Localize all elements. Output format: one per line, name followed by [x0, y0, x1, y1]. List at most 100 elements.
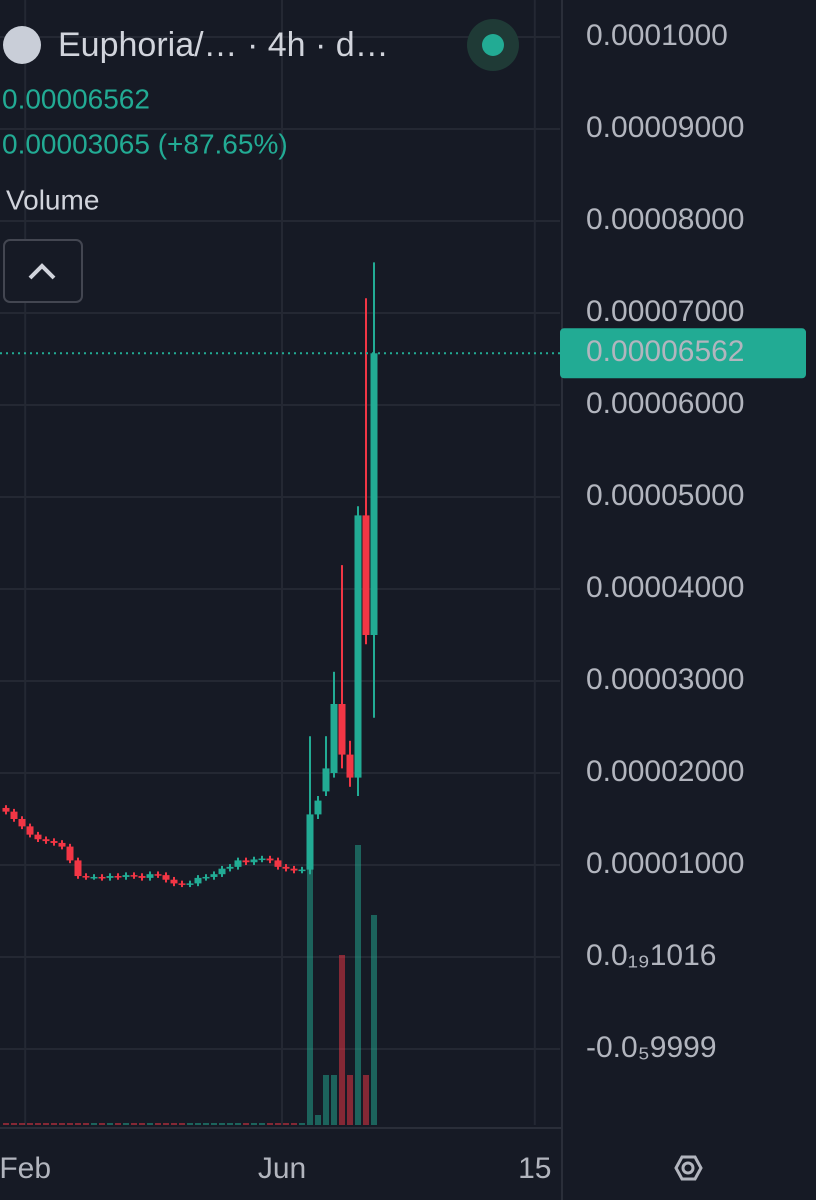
candle-body [242, 860, 250, 863]
candle-body [250, 859, 258, 863]
settings-button[interactable] [674, 1155, 703, 1181]
candle-body [170, 879, 178, 884]
volume-bar [187, 1123, 193, 1125]
volume-bar [139, 1123, 145, 1125]
y-tick-label: 0.00007000 [586, 295, 745, 328]
candle-body [154, 874, 162, 876]
x-tick-label: Jun [258, 1152, 306, 1185]
candle-body [90, 876, 98, 879]
candle-body [210, 874, 218, 877]
candle-body [194, 877, 202, 884]
volume-bar [19, 1123, 25, 1125]
volume-bar [3, 1123, 9, 1125]
volume-bar [43, 1123, 49, 1125]
candle-body [234, 860, 242, 867]
volume-bar [299, 1123, 305, 1125]
volume-bar [355, 845, 361, 1125]
symbol-title[interactable]: Euphoria/… · 4h · d… [58, 26, 389, 64]
candle-body [354, 515, 362, 778]
candle-body [346, 754, 354, 778]
y-tick-label: 0.00004000 [586, 571, 745, 604]
y-tick-label: 0.0001000 [586, 19, 728, 52]
volume-bar [11, 1123, 17, 1125]
volume-bar [115, 1123, 121, 1125]
volume-bar [131, 1123, 137, 1125]
volume-bar [283, 1123, 289, 1125]
volume-bar [203, 1123, 209, 1125]
candle-body [114, 876, 122, 878]
x-tick-label: Feb [0, 1152, 51, 1185]
candle-body [138, 876, 146, 878]
volume-bar [259, 1123, 265, 1125]
plot [0, 262, 560, 1125]
candle-body [106, 876, 114, 878]
candle-body [274, 860, 282, 867]
candle-body [218, 868, 226, 875]
volume-bar [27, 1123, 33, 1125]
volume-bar [91, 1123, 97, 1125]
volume-bar [243, 1123, 249, 1125]
symbol-avatar [3, 26, 41, 64]
candle-body [266, 858, 274, 861]
candle-body [338, 703, 346, 755]
volume-bar [123, 1123, 129, 1125]
y-tick-label: 0.00005000 [586, 479, 745, 512]
candle-body [50, 841, 58, 843]
price-text: 0.00006562 [2, 83, 150, 114]
volume-bar [275, 1123, 281, 1125]
volume-bar [171, 1123, 177, 1125]
last-price-box [560, 328, 806, 379]
candle-body [42, 839, 50, 842]
candle-body [298, 869, 306, 872]
candle-body [314, 800, 322, 815]
volume-bar [363, 1075, 369, 1125]
volume-bar [315, 1115, 321, 1125]
candle-body [226, 866, 234, 869]
volume-bar [99, 1123, 105, 1125]
chevron-icon [28, 263, 56, 280]
volume-bar [35, 1123, 41, 1125]
volume-bar [227, 1123, 233, 1125]
candle-body [34, 834, 42, 840]
volume-bar [107, 1123, 113, 1125]
status-dot [482, 34, 504, 56]
volume-bar [291, 1123, 297, 1125]
candle-body [2, 807, 10, 812]
volume-bar [155, 1123, 161, 1125]
volume-bar [307, 845, 313, 1125]
candle-body [282, 866, 290, 869]
volume-bar [59, 1123, 65, 1125]
candle-body [258, 858, 266, 861]
last-price-label: 0.00006562 [586, 335, 745, 368]
x-tick-label: 15 [518, 1152, 551, 1185]
volume-bar [371, 915, 377, 1125]
candle-body [162, 875, 170, 880]
candle-body [290, 868, 298, 871]
volume-bar [179, 1123, 185, 1125]
volume-bar [211, 1123, 217, 1125]
candle-body [322, 768, 330, 792]
y-tick-label: 0.00001000 [586, 847, 745, 880]
candle-body [10, 811, 18, 820]
candle-body [330, 703, 338, 774]
volume-bar [67, 1123, 73, 1125]
volume-bar [219, 1123, 225, 1125]
candle-body [202, 876, 210, 879]
volume-bar [331, 1075, 337, 1125]
candle-body [26, 826, 34, 835]
volume-label: Volume [6, 184, 99, 215]
candle-body [66, 846, 74, 861]
volume-bar [75, 1123, 81, 1125]
volume-bar [267, 1123, 273, 1125]
candle-body [98, 876, 106, 879]
volume-bar [339, 955, 345, 1125]
y-tick-label: 0.00003000 [586, 663, 745, 696]
collapse-button[interactable] [3, 239, 83, 303]
volume-bar [251, 1123, 257, 1125]
candle-body [130, 875, 138, 877]
candle-body [362, 515, 370, 635]
candle-body [74, 860, 82, 877]
volume-bar [147, 1123, 153, 1125]
volume-bar [163, 1123, 169, 1125]
